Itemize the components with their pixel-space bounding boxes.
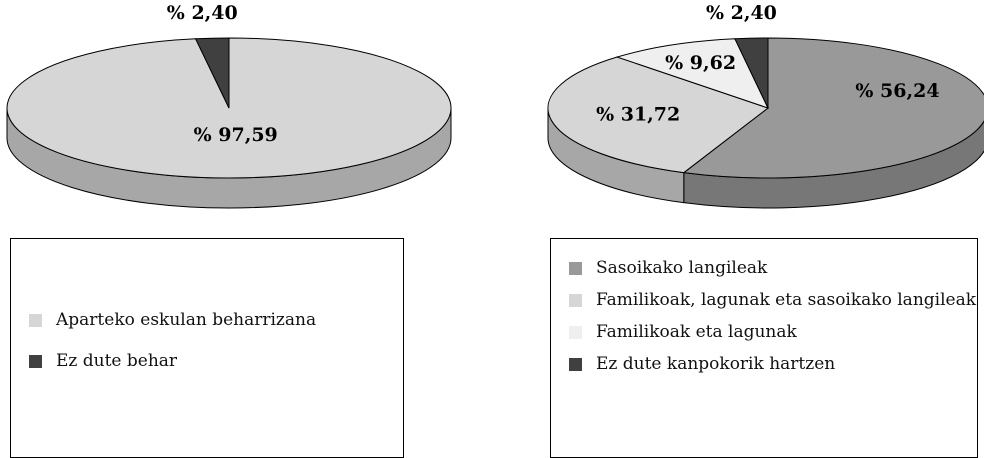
value-label: % 2,40 <box>706 2 777 24</box>
legend-item: Familikoak, lagunak eta sasoikako langil… <box>551 291 977 310</box>
legend-label: Ez dute kanpokorik hartzen <box>596 354 836 374</box>
legend-item: Familikoak eta lagunak <box>551 323 977 342</box>
legend-item: Sasoikako langileak <box>551 259 977 278</box>
legend: Aparteko eskulan beharrizana Ez dute beha… <box>10 238 404 458</box>
legend-swatch <box>569 262 582 275</box>
value-label: % 2,40 <box>167 2 238 24</box>
legend-label: Ez dute behar <box>56 351 178 371</box>
legend-label: Familikoak, lagunak eta sasoikako langil… <box>596 290 977 310</box>
legend-item: Ez dute behar <box>11 352 403 371</box>
legend-swatch <box>29 314 42 327</box>
legend-item: Aparteko eskulan beharrizana <box>11 311 403 330</box>
legend: Sasoikako langileak Familikoak, lagunak e… <box>550 238 978 458</box>
legend-item: Ez dute kanpokorik hartzen <box>551 355 977 374</box>
pie-slice <box>734 37 769 109</box>
legend-label: Sasoikako langileak <box>596 258 768 278</box>
legend-swatch <box>569 358 582 371</box>
pie-slice <box>547 56 770 174</box>
value-label: % 97,59 <box>194 124 278 146</box>
value-label: % 31,72 <box>596 104 680 126</box>
pie-slice <box>194 37 230 109</box>
value-label: % 56,24 <box>855 80 939 102</box>
value-label: % 9,62 <box>665 52 736 74</box>
legend-swatch <box>569 294 582 307</box>
legend-label: Familikoak eta lagunak <box>596 322 797 342</box>
page: % 97,59% 2,40% 56,24% 31,72% 9,62% 2,40 … <box>6 2 984 458</box>
legend-swatch <box>569 326 582 339</box>
charts: % 97,59 % 2,40 % 56,24 % 31,72 % 9,62 % 2,40 <box>6 2 984 209</box>
pie-slice <box>615 38 769 109</box>
legend-swatch <box>29 355 42 368</box>
legend-label: Aparteko eskulan beharrizana <box>56 310 317 330</box>
